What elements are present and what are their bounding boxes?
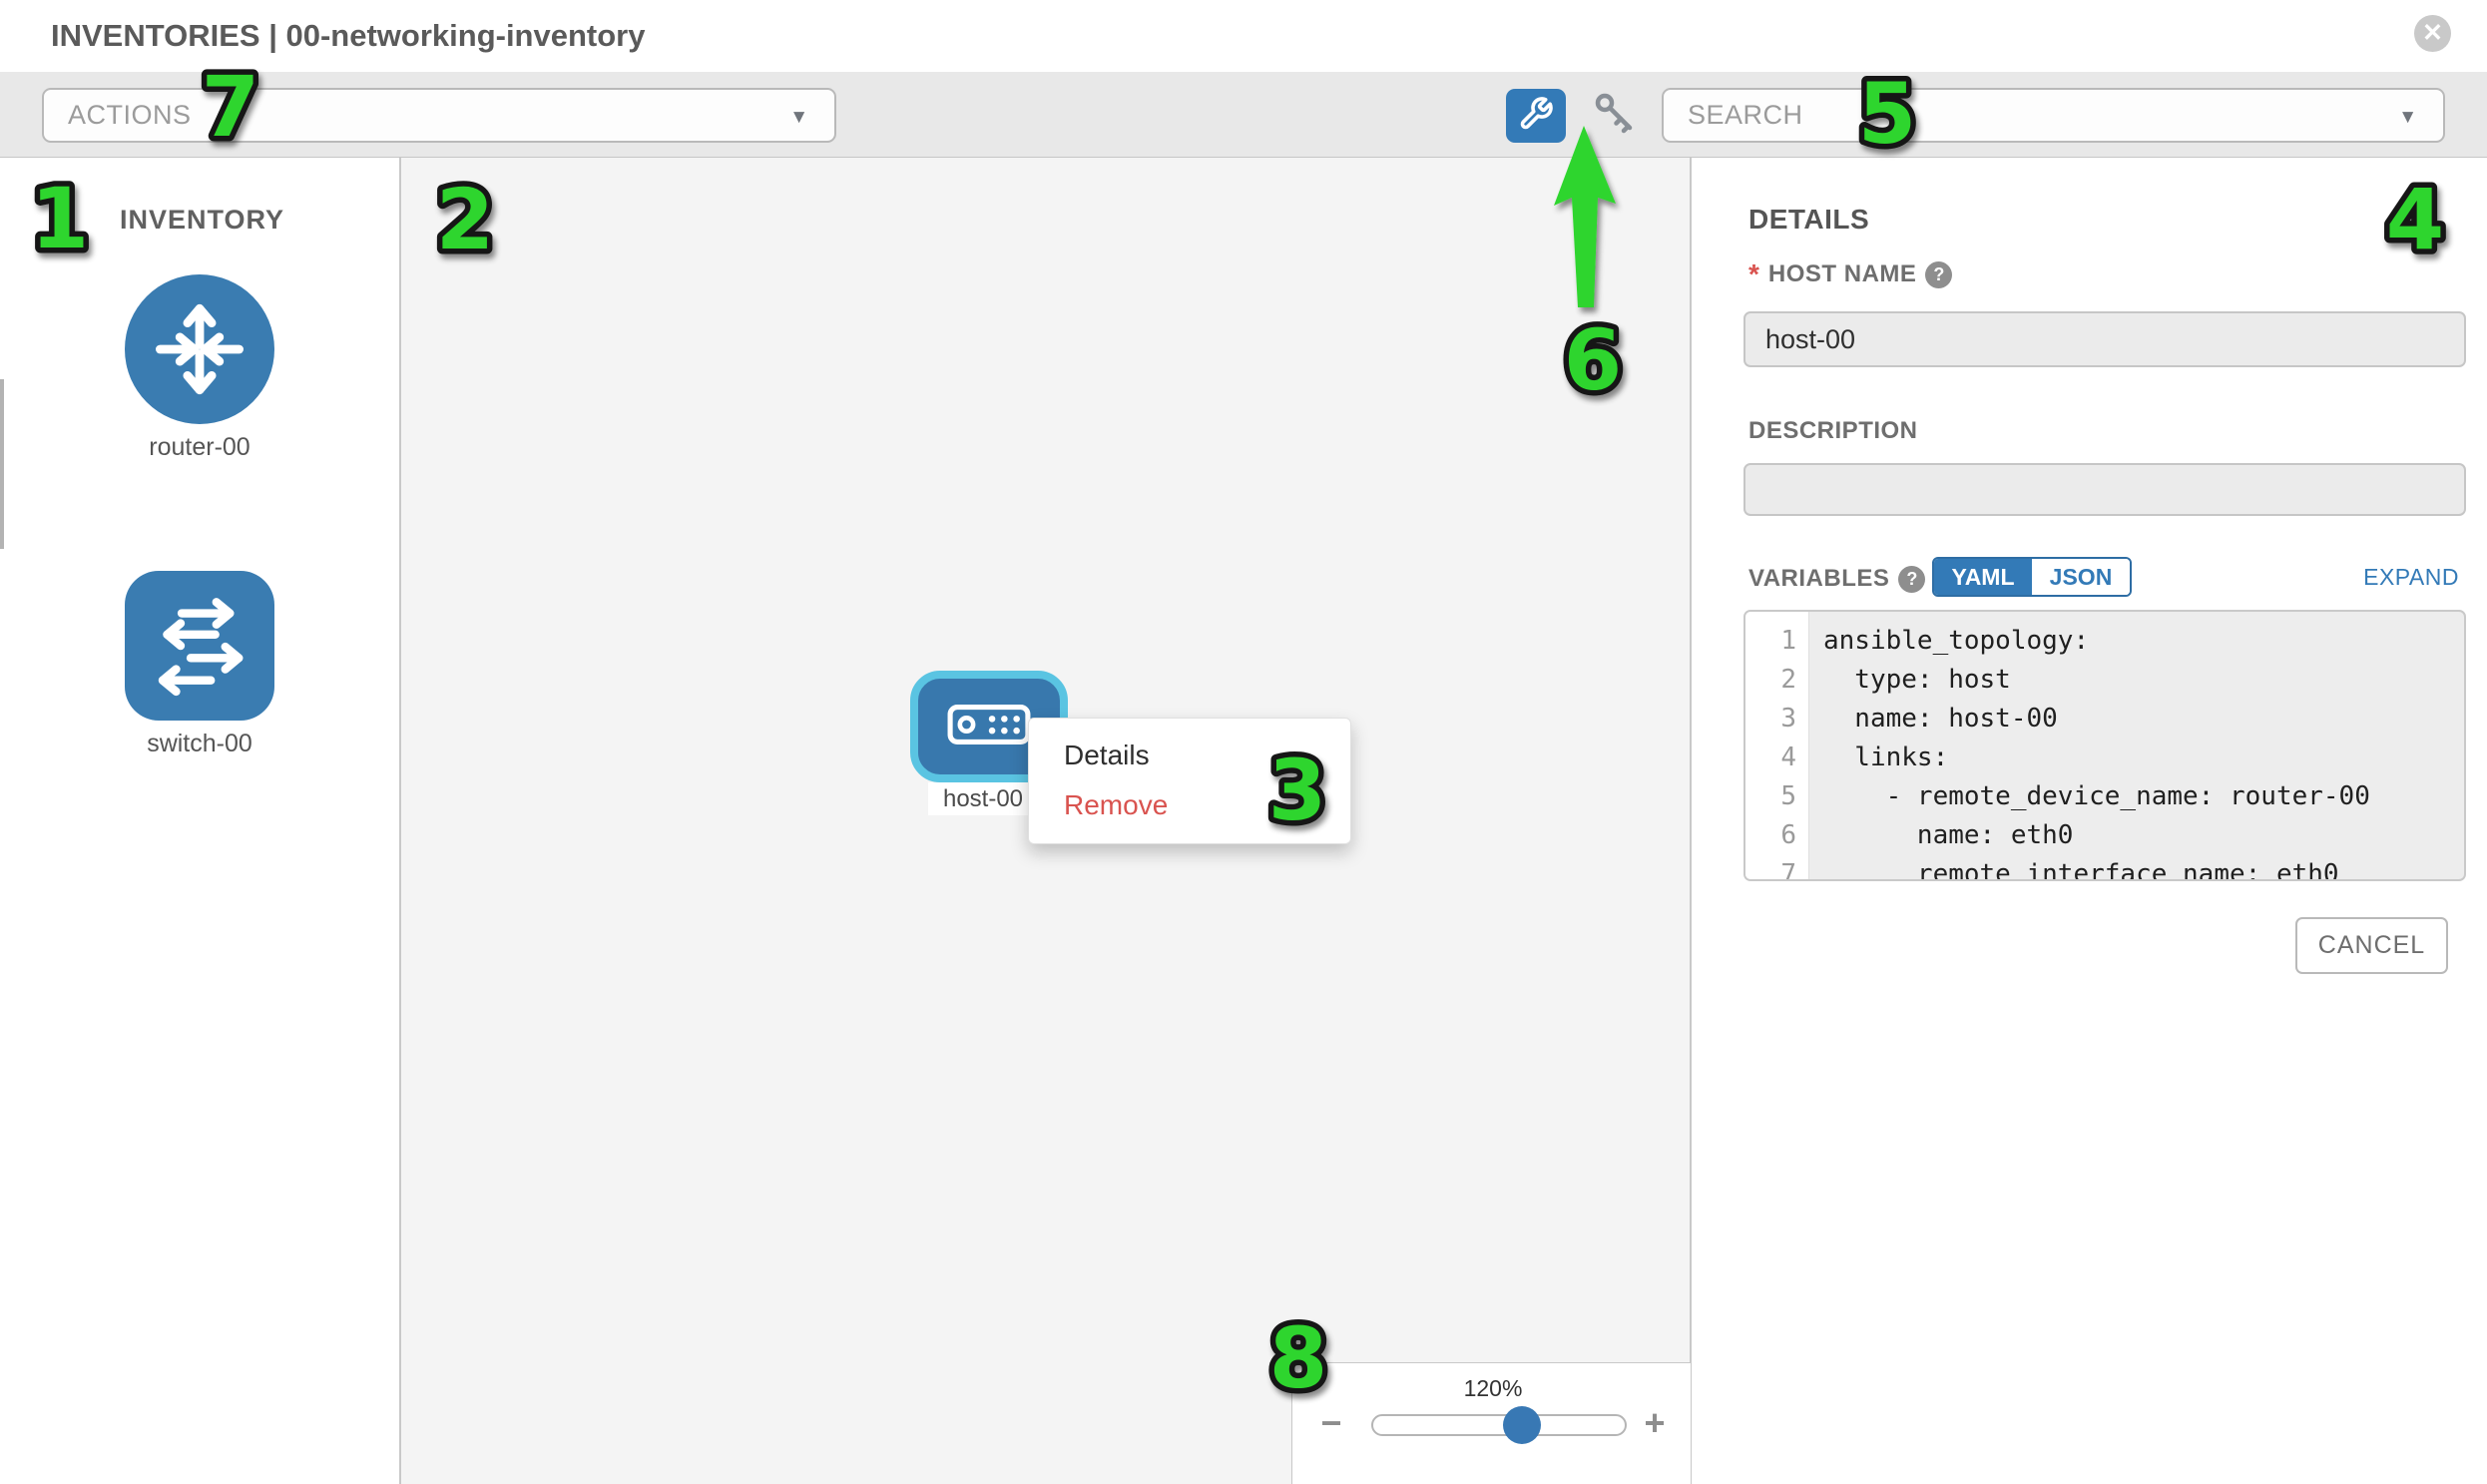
variables-format-toggle: YAML JSON xyxy=(1932,557,2132,597)
description-label-row: DESCRIPTION xyxy=(1748,417,1918,445)
line-number: 5 xyxy=(1780,781,1796,811)
toggle-yaml[interactable]: YAML xyxy=(1934,559,2032,595)
host-icon xyxy=(946,700,1032,754)
sidebar-item-router[interactable] xyxy=(125,274,274,424)
line-number: 6 xyxy=(1780,820,1796,850)
line-number: 2 xyxy=(1780,665,1796,695)
search-placeholder: SEARCH xyxy=(1688,100,1803,130)
key-icon xyxy=(1590,90,1642,143)
expand-link[interactable]: EXPAND xyxy=(2363,564,2459,590)
close-button[interactable]: ✕ xyxy=(2414,15,2451,52)
zoom-slider-track[interactable] xyxy=(1371,1406,1627,1444)
line-number: 7 xyxy=(1780,859,1796,881)
zoom-level-value: 120% xyxy=(1463,1375,1523,1401)
code-gutter: 1 2 3 4 5 6 7 xyxy=(1745,612,1809,879)
code-line: remote_interface_name: eth0 xyxy=(1823,859,2339,881)
chevron-down-icon: ▼ xyxy=(2398,107,2417,128)
menu-item-remove[interactable]: Remove xyxy=(1064,789,1169,820)
code-line: name: host-00 xyxy=(1823,704,2058,734)
host-name-field[interactable] xyxy=(1743,311,2466,367)
variables-label-row: VARIABLES ? xyxy=(1748,565,1926,593)
line-number: 3 xyxy=(1780,704,1796,734)
sidebar-scrollbar[interactable] xyxy=(0,379,4,549)
code-line: name: eth0 xyxy=(1823,820,2074,850)
toolbar: ACTIONS ▼ SEARCH ▼ xyxy=(0,72,2487,158)
wrench-icon xyxy=(1518,96,1554,137)
sidebar-heading: INVENTORY xyxy=(120,205,285,235)
node-context-menu: Details Remove xyxy=(1028,718,1351,844)
inventory-sidebar: INVENTORY router-00 xyxy=(0,158,401,1484)
chevron-down-icon: ▼ xyxy=(789,107,808,128)
help-icon[interactable]: ? xyxy=(1898,565,1926,593)
code-line: links: xyxy=(1823,742,1949,772)
sidebar-item-switch-label: switch-00 xyxy=(147,730,252,757)
required-asterisk: * xyxy=(1748,258,1759,289)
code-area[interactable]: ansible_topology: type: host name: host-… xyxy=(1809,612,2464,879)
code-line: ansible_topology: xyxy=(1823,626,2090,656)
actions-dropdown-placeholder: ACTIONS xyxy=(68,100,192,130)
actions-dropdown[interactable]: ACTIONS ▼ xyxy=(42,88,836,143)
code-line: type: host xyxy=(1823,665,2011,695)
menu-item-details[interactable]: Details xyxy=(1064,740,1150,770)
page-title: INVENTORIES | 00-networking-inventory xyxy=(51,18,646,53)
details-panel-title: DETAILS xyxy=(1748,204,1870,235)
line-number: 4 xyxy=(1780,742,1796,772)
host-node-label: host-00 xyxy=(928,782,1038,815)
host-name-label-row: * HOST NAME ? xyxy=(1748,258,1953,289)
code-line: - remote_device_name: router-00 xyxy=(1823,781,2370,811)
zoom-slider-thumb[interactable] xyxy=(1503,1406,1541,1444)
zoom-out-button[interactable]: − xyxy=(1320,1402,1342,1443)
header-bar: INVENTORIES | 00-networking-inventory ✕ xyxy=(0,0,2487,72)
configure-topology-button[interactable] xyxy=(1506,89,1566,143)
search-dropdown[interactable]: SEARCH ▼ xyxy=(1662,88,2445,143)
host-name-label: HOST NAME xyxy=(1767,260,1917,287)
zoom-control-panel: 120% − + xyxy=(1291,1362,1692,1484)
sidebar-item-switch[interactable] xyxy=(125,571,274,721)
help-icon[interactable]: ? xyxy=(1925,260,1953,288)
switch-icon xyxy=(125,571,274,721)
router-icon xyxy=(125,274,274,424)
description-label: DESCRIPTION xyxy=(1748,417,1918,444)
toggle-json[interactable]: JSON xyxy=(2032,559,2130,595)
key-credentials-button[interactable] xyxy=(1588,91,1644,141)
variables-label: VARIABLES xyxy=(1748,565,1890,592)
zoom-in-button[interactable]: + xyxy=(1644,1402,1666,1443)
sidebar-item-router-label: router-00 xyxy=(149,433,250,461)
details-panel: DETAILS * HOST NAME ? DESCRIPTION VARIAB… xyxy=(1694,158,2487,1484)
variables-code-editor[interactable]: 1 2 3 4 5 6 7 ansible_topology: type: ho… xyxy=(1743,610,2466,881)
cancel-button[interactable]: CANCEL xyxy=(2295,917,2448,974)
close-icon: ✕ xyxy=(2422,19,2443,47)
description-field[interactable] xyxy=(1743,463,2466,516)
line-number: 1 xyxy=(1780,626,1796,656)
topology-canvas[interactable]: host-00 Details Remove 120% − + xyxy=(401,158,1692,1484)
